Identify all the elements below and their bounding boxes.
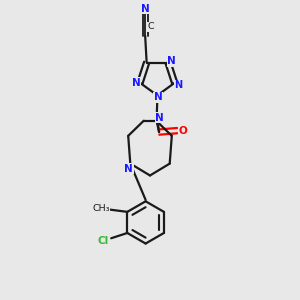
Text: N: N: [124, 164, 133, 174]
Text: N: N: [141, 4, 150, 14]
Text: N: N: [154, 92, 162, 103]
Text: N: N: [167, 56, 176, 66]
Text: O: O: [179, 126, 188, 136]
Text: N: N: [155, 113, 164, 123]
Text: N: N: [132, 78, 140, 88]
Text: CH₃: CH₃: [92, 204, 110, 213]
Text: C: C: [147, 22, 154, 31]
Text: N: N: [174, 80, 182, 90]
Text: Cl: Cl: [97, 236, 109, 246]
